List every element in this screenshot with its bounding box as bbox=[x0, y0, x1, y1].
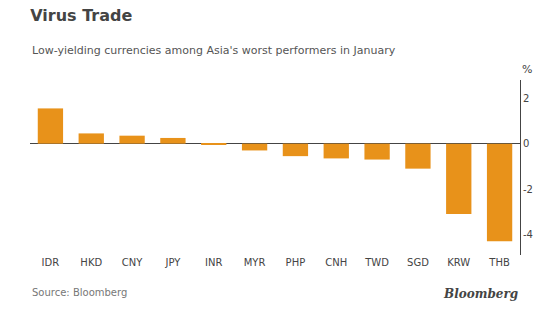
svg-text:Source: Bloomberg: Source: Bloomberg bbox=[32, 287, 127, 298]
svg-text:CNY: CNY bbox=[122, 257, 143, 268]
svg-text:IDR: IDR bbox=[42, 257, 60, 268]
svg-text:Bloomberg: Bloomberg bbox=[443, 287, 518, 301]
svg-text:-4: -4 bbox=[523, 229, 533, 240]
svg-text:2: 2 bbox=[523, 93, 529, 104]
svg-text:KRW: KRW bbox=[447, 257, 470, 268]
svg-text:CNH: CNH bbox=[325, 257, 347, 268]
svg-text:TWD: TWD bbox=[364, 257, 389, 268]
svg-text:Virus Trade: Virus Trade bbox=[30, 6, 132, 25]
svg-text:THB: THB bbox=[488, 257, 510, 268]
svg-text:-2: -2 bbox=[523, 184, 533, 195]
svg-text:SGD: SGD bbox=[407, 257, 429, 268]
svg-text:INR: INR bbox=[205, 257, 222, 268]
svg-text:JPY: JPY bbox=[164, 257, 181, 268]
svg-text:PHP: PHP bbox=[286, 257, 306, 268]
svg-text:MYR: MYR bbox=[244, 257, 266, 268]
svg-text:Low-yielding currencies among: Low-yielding currencies among Asia's wor… bbox=[32, 44, 396, 57]
svg-text:%: % bbox=[522, 63, 532, 76]
svg-text:0: 0 bbox=[523, 138, 529, 149]
svg-text:HKD: HKD bbox=[80, 257, 102, 268]
